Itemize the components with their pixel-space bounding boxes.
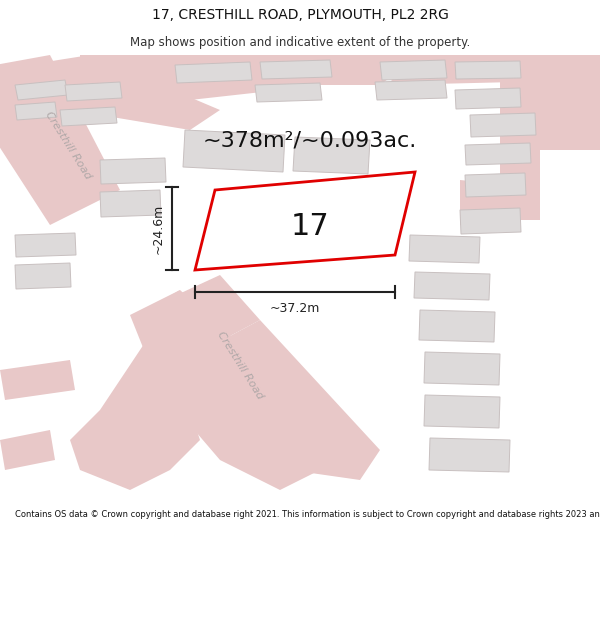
Polygon shape: [270, 55, 420, 85]
Polygon shape: [15, 80, 68, 100]
Polygon shape: [0, 55, 220, 130]
Polygon shape: [155, 275, 260, 352]
Text: 17: 17: [290, 213, 329, 241]
Polygon shape: [465, 173, 526, 197]
Polygon shape: [260, 60, 332, 79]
Text: ~37.2m: ~37.2m: [270, 301, 320, 314]
Polygon shape: [465, 143, 531, 165]
Polygon shape: [0, 360, 75, 400]
Polygon shape: [409, 235, 480, 263]
Polygon shape: [460, 208, 521, 234]
Polygon shape: [390, 55, 600, 85]
Polygon shape: [100, 158, 166, 184]
Polygon shape: [455, 61, 521, 79]
Polygon shape: [0, 430, 55, 470]
Polygon shape: [500, 55, 540, 220]
Polygon shape: [100, 190, 161, 217]
Polygon shape: [414, 272, 490, 300]
Polygon shape: [80, 55, 320, 100]
Text: ~378m²/~0.093ac.: ~378m²/~0.093ac.: [203, 130, 417, 150]
Polygon shape: [419, 310, 495, 342]
Polygon shape: [470, 113, 536, 137]
Polygon shape: [455, 88, 521, 109]
Polygon shape: [424, 352, 500, 385]
Polygon shape: [0, 55, 120, 225]
Polygon shape: [70, 290, 200, 490]
Polygon shape: [183, 130, 285, 172]
Polygon shape: [530, 55, 600, 150]
Polygon shape: [15, 263, 71, 289]
Polygon shape: [60, 107, 117, 126]
Polygon shape: [175, 62, 252, 83]
Polygon shape: [380, 60, 447, 80]
Polygon shape: [255, 83, 322, 102]
Text: Map shows position and indicative extent of the property.: Map shows position and indicative extent…: [130, 36, 470, 49]
Polygon shape: [460, 180, 510, 230]
Text: Contains OS data © Crown copyright and database right 2021. This information is : Contains OS data © Crown copyright and d…: [15, 510, 600, 519]
Polygon shape: [375, 80, 447, 100]
Text: Cresthill Road: Cresthill Road: [215, 329, 265, 401]
Polygon shape: [15, 233, 76, 257]
Text: ~24.6m: ~24.6m: [151, 203, 164, 254]
Polygon shape: [293, 137, 370, 174]
Polygon shape: [200, 320, 380, 480]
Polygon shape: [429, 438, 510, 472]
Text: Cresthill Road: Cresthill Road: [43, 109, 93, 181]
Text: 17, CRESTHILL ROAD, PLYMOUTH, PL2 2RG: 17, CRESTHILL ROAD, PLYMOUTH, PL2 2RG: [152, 8, 448, 22]
Polygon shape: [424, 395, 500, 428]
Polygon shape: [15, 102, 57, 120]
Polygon shape: [65, 82, 122, 101]
Polygon shape: [130, 290, 340, 490]
